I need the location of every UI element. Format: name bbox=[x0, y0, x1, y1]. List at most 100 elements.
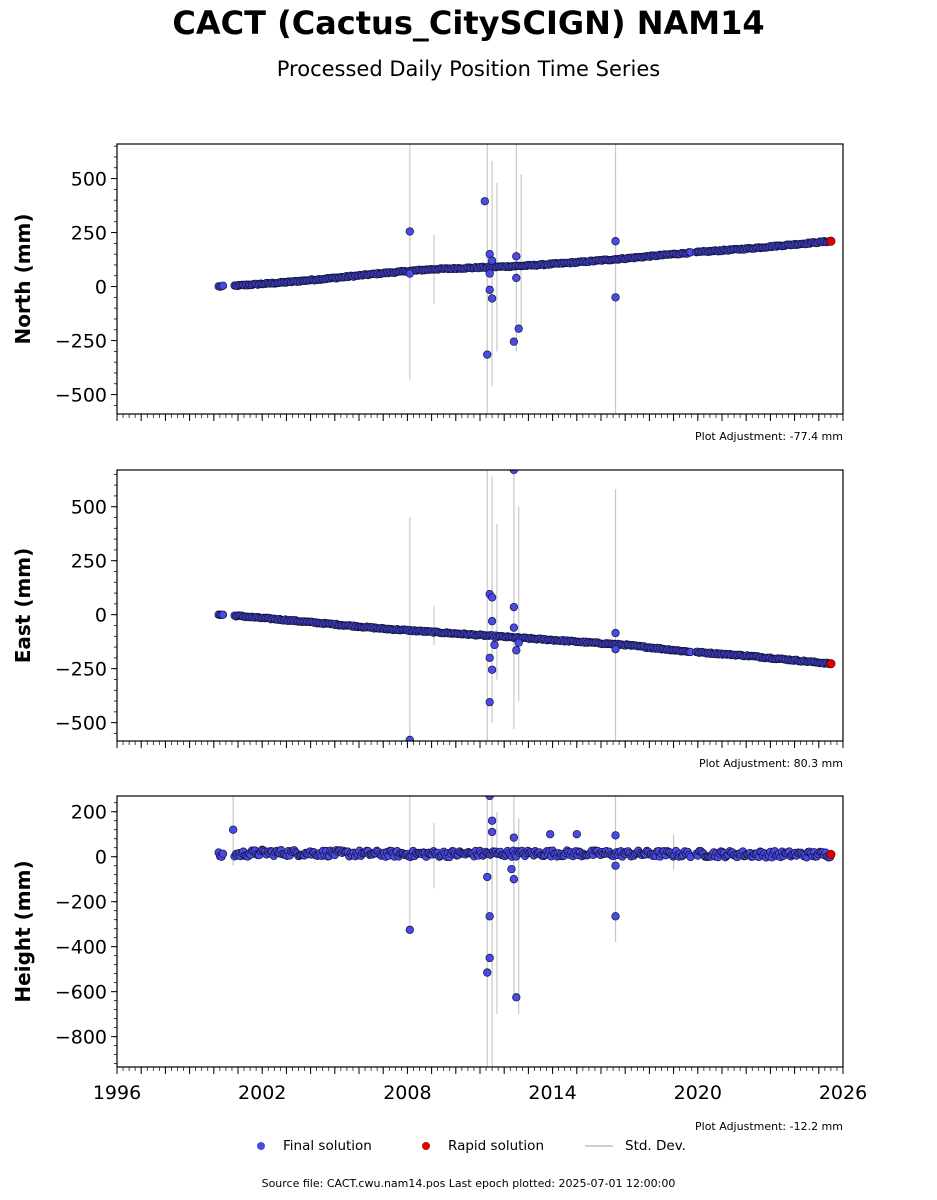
final-solution-point bbox=[490, 640, 499, 650]
final-solution-point bbox=[514, 324, 523, 333]
y-tick-label: 500 bbox=[71, 497, 107, 519]
rapid-solution-marker-icon bbox=[422, 1142, 430, 1150]
y-tick-label: 250 bbox=[71, 551, 107, 573]
final-solution-point bbox=[485, 285, 494, 294]
final-solution-point bbox=[509, 875, 519, 884]
source-text: Source file: CACT.cwu.nam14.pos Last epo… bbox=[261, 1177, 676, 1190]
plot-adjustment-note: Plot Adjustment: -77.4 mm bbox=[695, 430, 843, 443]
plot-area bbox=[214, 470, 836, 741]
final-solution-point bbox=[218, 849, 228, 858]
final-solution-point bbox=[611, 237, 620, 246]
final-solution-point bbox=[487, 665, 497, 674]
plot-adjustment-note: Plot Adjustment: 80.3 mm bbox=[699, 757, 843, 770]
final-solution-point bbox=[512, 646, 521, 655]
rapid-solution-point bbox=[826, 236, 836, 246]
rapid-solution-point bbox=[826, 659, 836, 669]
final-solution-point bbox=[485, 653, 494, 663]
plot-frame bbox=[116, 143, 844, 415]
final-solution-point bbox=[611, 861, 620, 870]
final-solution-point bbox=[405, 269, 414, 278]
final-solution-marker-icon bbox=[257, 1142, 265, 1150]
final-solution-point bbox=[611, 912, 620, 921]
plot-area bbox=[214, 144, 836, 414]
final-solution-point bbox=[487, 294, 497, 303]
legend-rapid: Rapid solution bbox=[422, 1138, 544, 1154]
x-tick-label: 2014 bbox=[528, 1082, 576, 1104]
chart-subtitle: Processed Daily Position Time Series bbox=[276, 57, 661, 81]
x-tick-label: 1996 bbox=[93, 1082, 141, 1104]
x-tick-label: 2008 bbox=[383, 1082, 431, 1104]
final-solution-point bbox=[507, 864, 516, 874]
final-solution-point bbox=[485, 269, 494, 278]
final-solution-point bbox=[487, 827, 497, 837]
final-solution-point bbox=[487, 593, 497, 602]
plot-frame bbox=[116, 795, 844, 1068]
x-tick-label: 2020 bbox=[674, 1082, 722, 1104]
x-tick-label: 2002 bbox=[238, 1082, 286, 1104]
legend-final-label: Final solution bbox=[283, 1138, 372, 1154]
panel-2: −800 −600 −400 −200 0 200 1996 2002 2008 2014 2020… bbox=[11, 795, 867, 1133]
final-solution-point bbox=[611, 831, 620, 840]
final-solution-point bbox=[218, 610, 228, 619]
std-dev-line-icon bbox=[585, 1145, 613, 1147]
final-solution-point bbox=[405, 925, 414, 934]
final-solution-point bbox=[611, 645, 620, 654]
final-solution-point bbox=[405, 735, 414, 741]
final-solution-point bbox=[405, 227, 414, 236]
panel-0: −500 −250 0 250 500 North (mm) Plot Adjustment… bbox=[11, 143, 844, 443]
panel-1: −500 −250 0 250 500 East (mm) Plot Adjustment:… bbox=[11, 469, 844, 770]
plot-frame bbox=[116, 469, 844, 742]
final-solution-point bbox=[572, 830, 581, 839]
final-solution-point bbox=[487, 617, 497, 626]
legend-std: Std. Dev. bbox=[585, 1138, 686, 1154]
y-tick-label: 500 bbox=[71, 169, 107, 191]
y-axis-label: North (mm) bbox=[11, 213, 35, 344]
final-solution-point bbox=[483, 872, 492, 882]
plot-area bbox=[214, 796, 836, 1067]
y-tick-label: −200 bbox=[55, 892, 107, 914]
y-tick-label: −250 bbox=[55, 331, 107, 353]
final-solution-point bbox=[485, 697, 494, 707]
y-tick-label: −800 bbox=[55, 1027, 107, 1049]
chart-title: CACT (Cactus_CitySCIGN) NAM14 bbox=[172, 4, 765, 42]
legend-std-label: Std. Dev. bbox=[625, 1138, 686, 1154]
y-tick-label: −500 bbox=[55, 385, 107, 407]
final-solution-point bbox=[487, 256, 497, 265]
final-solution-point bbox=[512, 993, 521, 1002]
final-solution-point bbox=[509, 833, 519, 842]
legend-final: Final solution bbox=[257, 1138, 372, 1154]
final-solution-point bbox=[480, 197, 489, 206]
final-solution-point bbox=[485, 912, 494, 921]
final-solution-point bbox=[514, 638, 523, 647]
final-solution-point bbox=[229, 825, 238, 834]
y-axis-label: East (mm) bbox=[11, 548, 35, 664]
final-solution-point bbox=[218, 281, 228, 290]
y-tick-label: −250 bbox=[55, 659, 107, 681]
final-solution-point bbox=[485, 953, 494, 963]
x-tick-label: 2026 bbox=[819, 1082, 867, 1104]
rapid-solution-point bbox=[826, 849, 836, 860]
legend-rapid-label: Rapid solution bbox=[448, 1138, 544, 1154]
y-axis-label: Height (mm) bbox=[11, 860, 35, 1002]
final-solution-point bbox=[509, 602, 519, 612]
final-solution-point bbox=[512, 252, 521, 261]
final-solution-point bbox=[509, 623, 519, 632]
y-tick-label: 250 bbox=[71, 223, 107, 245]
y-tick-label: −500 bbox=[55, 713, 107, 735]
y-tick-label: 200 bbox=[71, 802, 107, 824]
final-solution-point bbox=[487, 816, 497, 825]
final-solution-point bbox=[483, 350, 492, 359]
final-solution-point bbox=[509, 337, 519, 346]
final-solution-point bbox=[512, 273, 521, 283]
plot-adjustment-note: Plot Adjustment: -12.2 mm bbox=[695, 1120, 843, 1133]
y-tick-label: −400 bbox=[55, 937, 107, 959]
y-tick-label: −600 bbox=[55, 982, 107, 1004]
final-solution-point bbox=[546, 830, 555, 839]
final-solution-point bbox=[483, 968, 492, 977]
y-tick-label: 0 bbox=[95, 847, 107, 869]
final-solution-point bbox=[611, 628, 620, 638]
y-tick-label: 0 bbox=[95, 277, 107, 299]
y-tick-label: 0 bbox=[95, 605, 107, 627]
legend: Final solution Rapid solution Std. Dev. bbox=[0, 1136, 937, 1158]
